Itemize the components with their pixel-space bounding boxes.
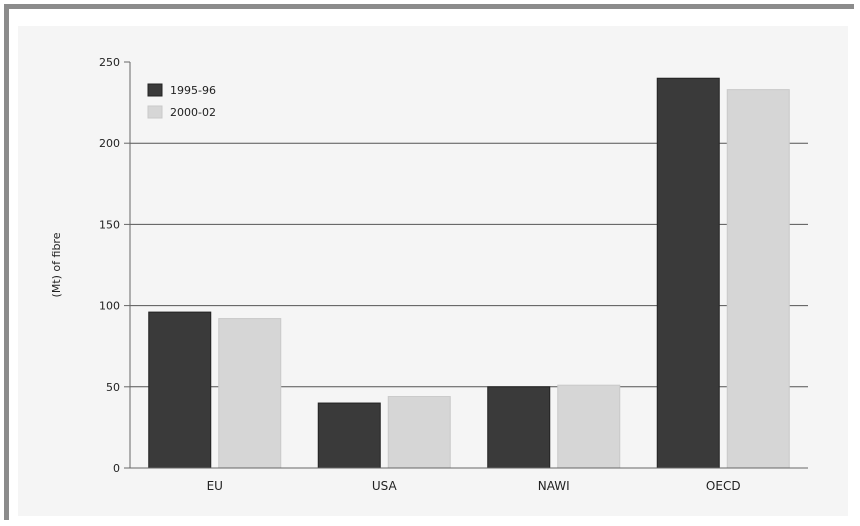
bar-1995-96-USA — [317, 402, 381, 469]
axes — [129, 62, 808, 469]
y-ticks: 0 50 100 150 200 250 — [99, 56, 130, 475]
y-tick-label: 250 — [99, 56, 120, 69]
legend: 1995-96 2000-02 — [147, 83, 216, 119]
bar-2000-02-OECD — [726, 89, 790, 469]
y-tick-label: 0 — [113, 462, 120, 475]
x-tick-label: NAWI — [538, 479, 570, 493]
y-tick-label: 100 — [99, 300, 120, 313]
bars — [148, 77, 790, 469]
x-tick-label: EU — [207, 479, 223, 493]
x-tick-label: USA — [372, 479, 398, 493]
bar-1995-96-EU — [148, 311, 212, 469]
legend-label: 1995-96 — [170, 84, 216, 97]
bar-2000-02-EU — [218, 318, 282, 469]
y-axis-title: (Mt) of fibre — [50, 232, 63, 297]
legend-swatch — [147, 105, 163, 119]
y-tick-label: 50 — [106, 381, 120, 394]
bar-1995-96-NAWI — [487, 386, 551, 469]
x-ticks: EU USA NAWI OECD — [207, 479, 741, 493]
bar-1995-96-OECD — [656, 77, 720, 469]
x-tick-label: OECD — [706, 479, 741, 493]
legend-swatch — [147, 83, 163, 97]
y-tick-label: 200 — [99, 137, 120, 150]
bar-2000-02-USA — [387, 396, 451, 469]
y-tick-label: 150 — [99, 218, 120, 231]
legend-label: 2000-02 — [170, 106, 216, 119]
bar-2000-02-NAWI — [557, 384, 621, 469]
